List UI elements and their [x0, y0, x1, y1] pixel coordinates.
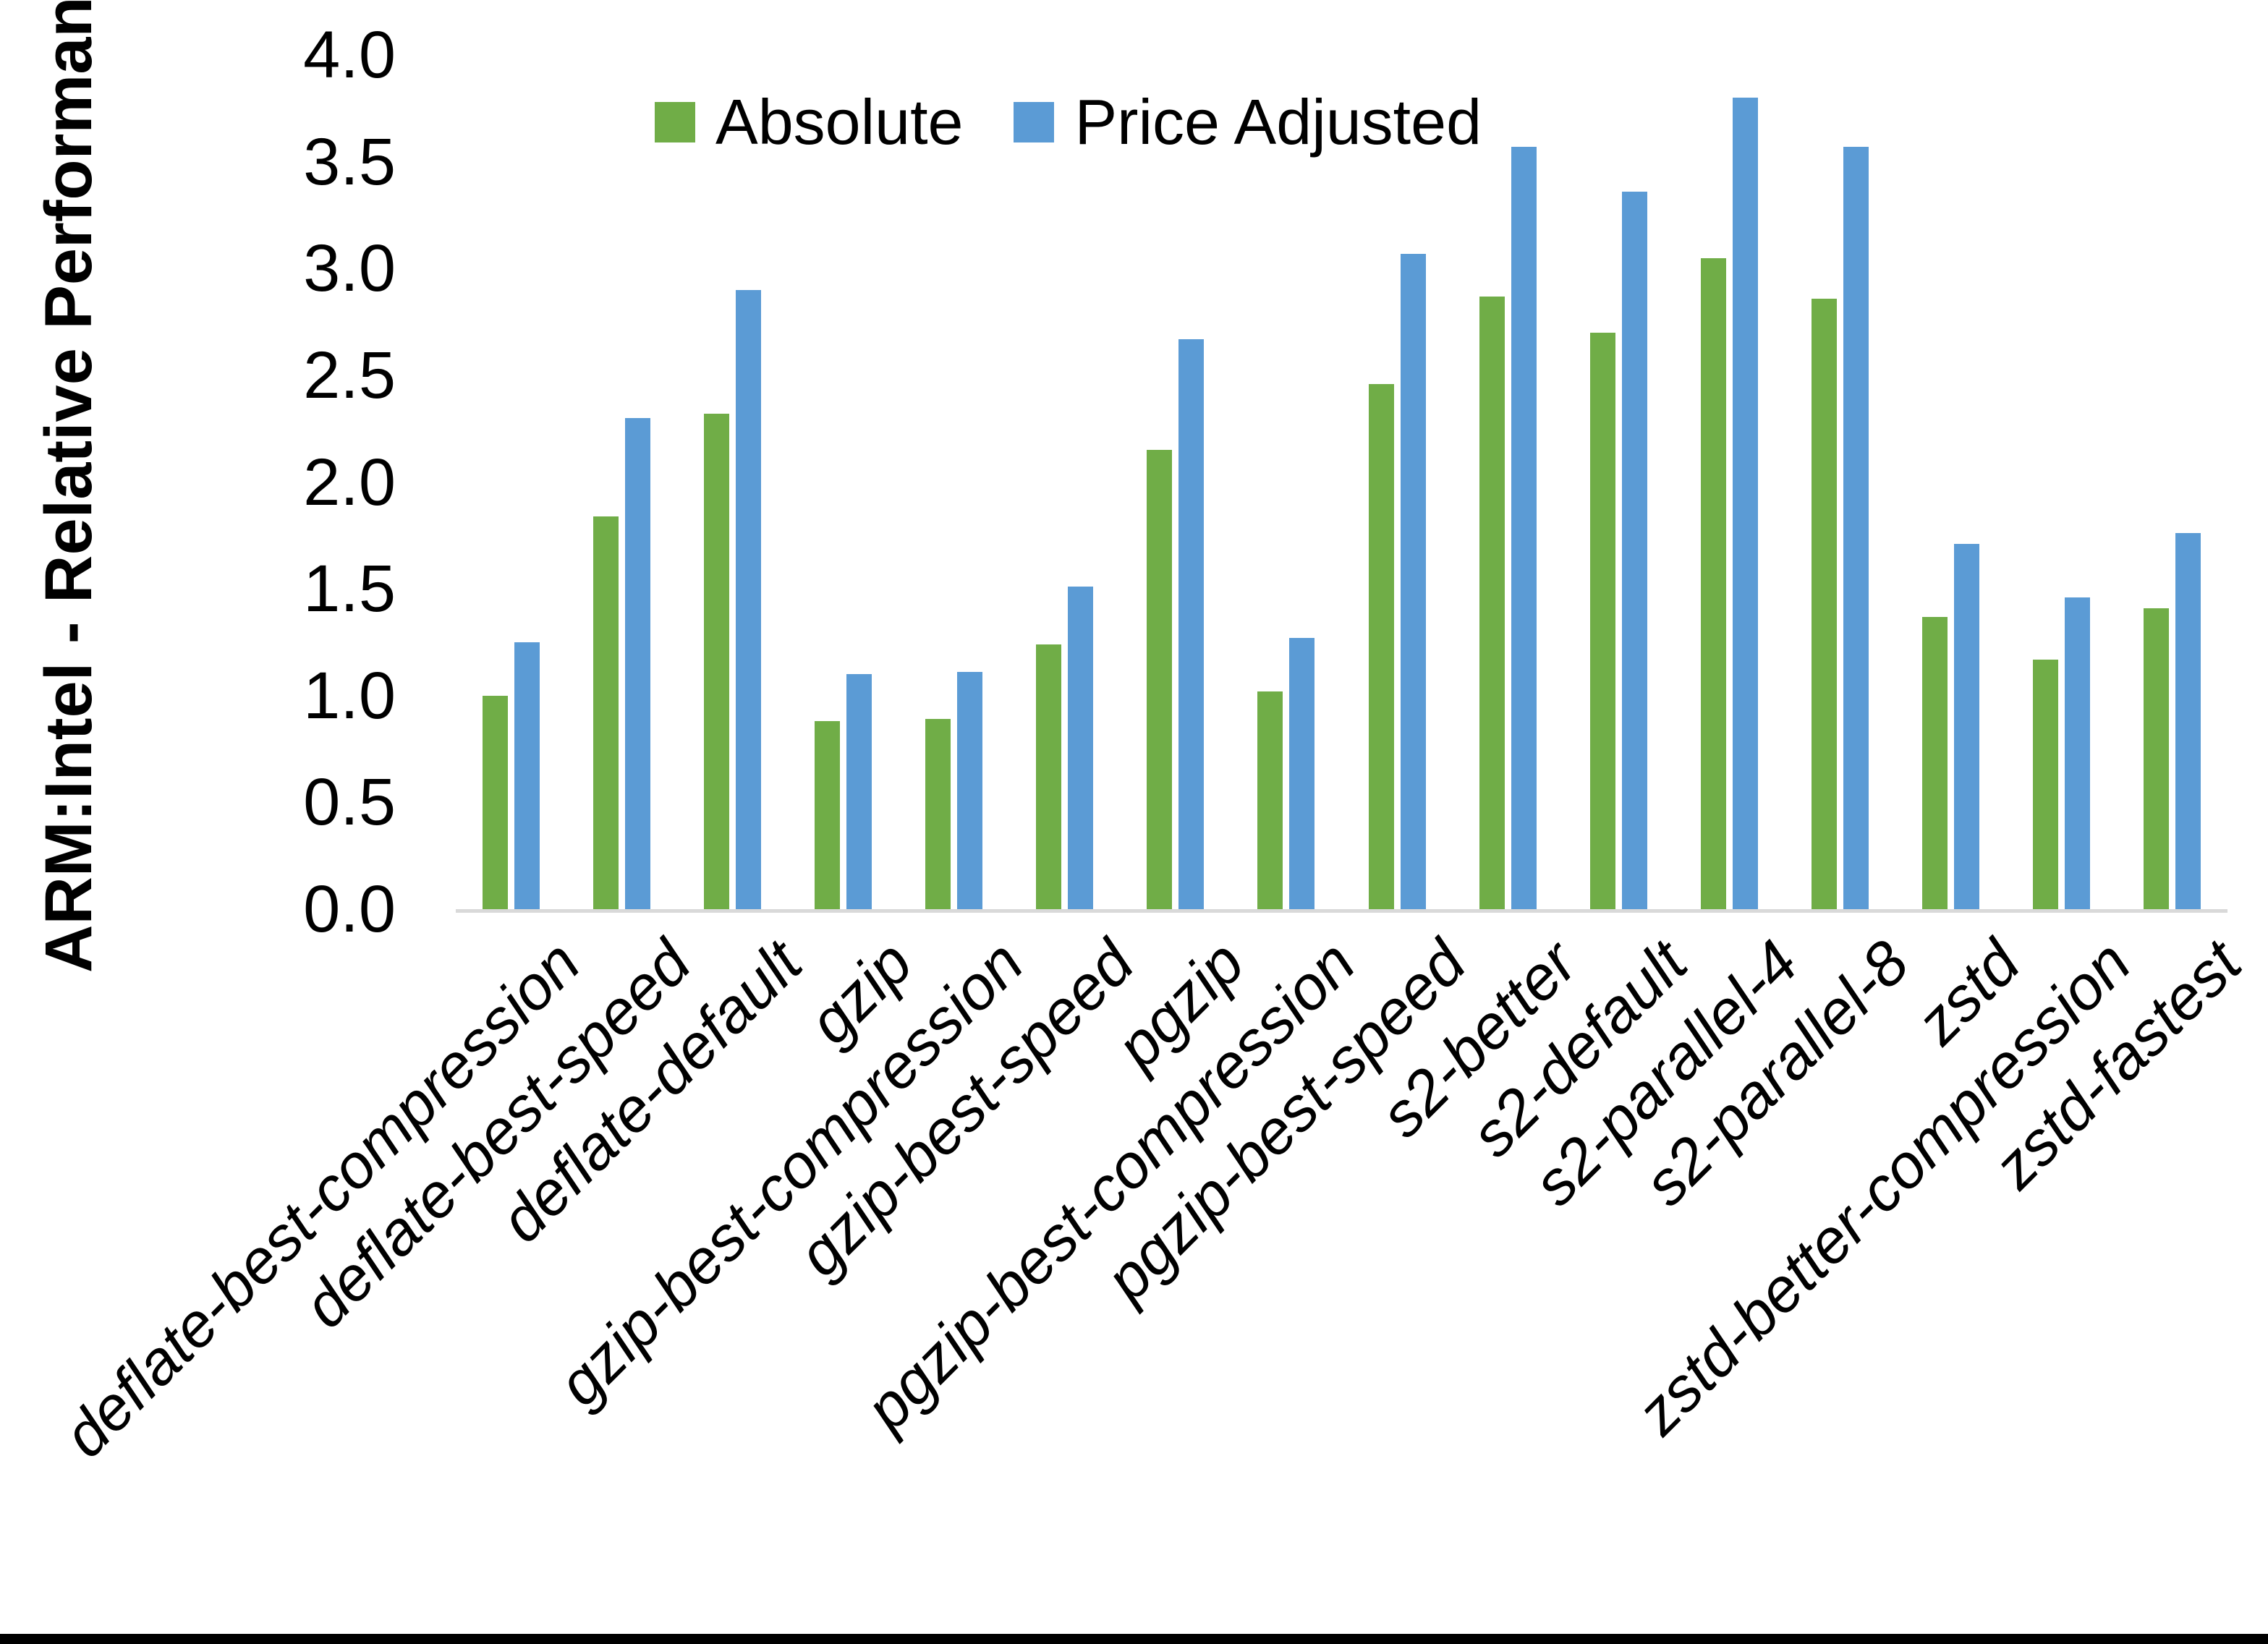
bar-absolute [483, 695, 509, 909]
bar-price-adjusted [1953, 544, 1979, 909]
bar-price-adjusted [1511, 147, 1537, 909]
legend-item-price-adjusted: Price Adjusted [1014, 85, 1482, 159]
bar-price-adjusted [1068, 587, 1094, 909]
bar-group [1785, 55, 1895, 909]
bar-absolute [1700, 257, 1726, 909]
bar-group [1342, 55, 1453, 909]
bar-price-adjusted [514, 642, 540, 909]
bar-price-adjusted [1732, 98, 1758, 909]
bar-group [899, 55, 1009, 909]
bar-absolute [593, 516, 619, 909]
bar-price-adjusted [957, 672, 983, 909]
y-tick-label: 3.5 [303, 124, 396, 199]
y-tick-label: 4.0 [303, 18, 396, 92]
bar-absolute [704, 414, 730, 909]
x-axis-line [456, 909, 2227, 913]
bar-price-adjusted [846, 674, 872, 909]
bar-absolute [815, 721, 841, 909]
bar-price-adjusted [1400, 253, 1426, 909]
bar-absolute [1147, 450, 1173, 909]
bar-group [1009, 55, 1120, 909]
y-tick-label: 0.0 [303, 872, 396, 946]
y-tick-label: 3.0 [303, 231, 396, 306]
bar-price-adjusted [2064, 597, 2090, 909]
bar-price-adjusted [1621, 192, 1647, 909]
y-tick-label: 2.5 [303, 338, 396, 412]
legend: Absolute Price Adjusted [655, 85, 1482, 159]
y-tick-label: 2.0 [303, 445, 396, 519]
bar-absolute [1479, 296, 1505, 909]
bar-price-adjusted [1289, 638, 1315, 909]
bar-absolute [925, 719, 951, 909]
legend-swatch-price-adjusted [1014, 102, 1055, 142]
bar-price-adjusted [1843, 147, 1869, 909]
bar-absolute [2032, 659, 2058, 909]
y-tick-label: 0.5 [303, 765, 396, 840]
bar-absolute [1368, 383, 1394, 909]
bar-absolute [1811, 298, 1837, 909]
bar-group [456, 55, 566, 909]
plot-area [456, 55, 2227, 909]
bar-group [1563, 55, 1674, 909]
bar-absolute [2143, 608, 2169, 909]
bar-absolute [1589, 332, 1615, 909]
bar-absolute [1036, 644, 1062, 909]
bar-group [1674, 55, 1785, 909]
bar-absolute [1921, 616, 1948, 909]
bottom-border [0, 1634, 2268, 1644]
bar-group [1895, 55, 2006, 909]
bar-price-adjusted [736, 289, 762, 909]
legend-swatch-absolute [655, 102, 695, 142]
bar-price-adjusted [625, 417, 651, 909]
y-tick-label: 1.5 [303, 552, 396, 626]
bar-group [677, 55, 788, 909]
y-axis-title: ARM:Intel - Relative Performance [32, 0, 106, 973]
legend-item-absolute: Absolute [655, 85, 963, 159]
bar-group [2117, 55, 2227, 909]
bar-group [2006, 55, 2117, 909]
bar-absolute [1257, 691, 1283, 909]
legend-label-price-adjusted: Price Adjusted [1074, 86, 1482, 158]
bar-price-adjusted [2175, 533, 2201, 909]
bar-group [788, 55, 899, 909]
bar-group [1231, 55, 1341, 909]
legend-label-absolute: Absolute [715, 86, 964, 158]
y-tick-label: 1.0 [303, 658, 396, 733]
bar-group [566, 55, 677, 909]
bar-group [1453, 55, 1563, 909]
bar-group [1120, 55, 1231, 909]
bar-price-adjusted [1178, 338, 1205, 909]
